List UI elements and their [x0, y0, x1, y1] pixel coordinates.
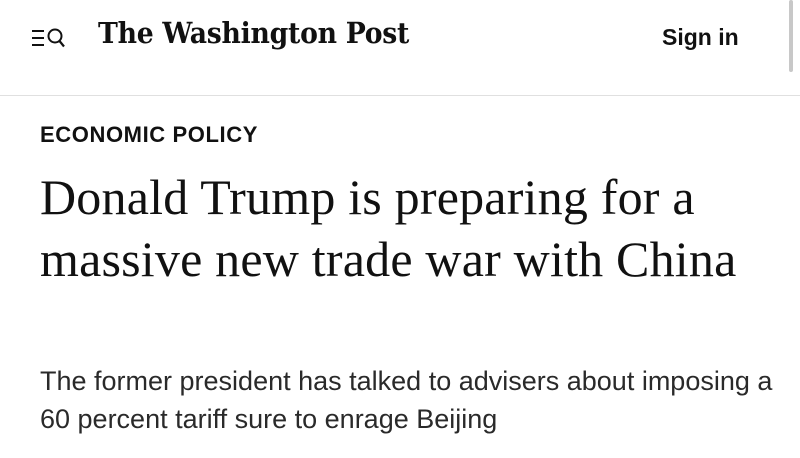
article-subheadline: The former president has talked to advis…: [40, 366, 773, 434]
menu-search-icon: [30, 24, 70, 56]
site-header: The Washington Post Sign in: [0, 0, 800, 96]
menu-search-button[interactable]: [30, 24, 70, 56]
sign-in-button[interactable]: Sign in: [662, 24, 739, 50]
article-headline: Donald Trump is preparing for a massive …: [40, 169, 737, 287]
section-kicker[interactable]: ECONOMIC POLICY: [40, 122, 259, 147]
site-logo[interactable]: The Washington Post: [98, 16, 410, 50]
scrollbar-thumb[interactable]: [789, 0, 793, 72]
